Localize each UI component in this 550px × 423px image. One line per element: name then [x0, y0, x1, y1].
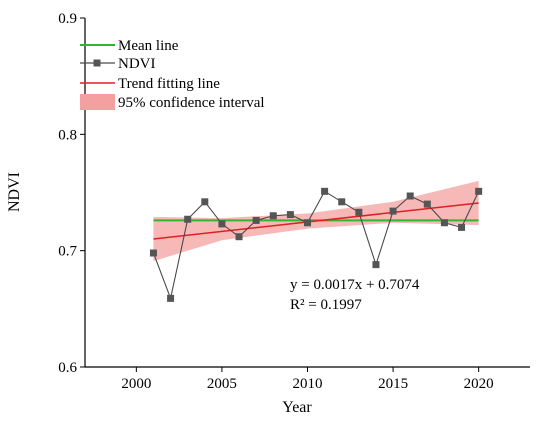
x-tick-label: 2010	[293, 376, 323, 392]
equation-annotation: y = 0.0017x + 0.7074	[290, 277, 420, 293]
trend-layer	[153, 202, 479, 240]
legend-mean-label: Mean line	[118, 38, 179, 54]
y-tick-label: 0.9	[58, 11, 77, 27]
legend: Mean line NDVI Trend fitting line 95% co…	[80, 38, 265, 111]
ndvi-layer	[149, 187, 483, 302]
x-tick-label: 2000	[121, 376, 151, 392]
y-tick-label: 0.6	[58, 360, 77, 376]
y-tick-label: 0.7	[58, 244, 77, 260]
ndvi-point	[321, 187, 329, 195]
legend-ndvi-label: NDVI	[118, 56, 156, 72]
y-tick-label: 0.8	[58, 127, 77, 143]
ndvi-point	[475, 187, 483, 195]
ndvi-point	[458, 223, 466, 231]
ndvi-point	[389, 207, 397, 215]
ndvi-point	[304, 219, 311, 227]
y-axis-title: NDVI	[6, 172, 23, 212]
x-axis-title: Year	[282, 399, 312, 416]
ndvi-point	[218, 220, 226, 228]
legend-ci-label: 95% confidence interval	[118, 95, 265, 111]
ndvi-point	[286, 211, 294, 219]
ndvi-point	[423, 200, 431, 208]
ndvi-point	[440, 219, 448, 227]
x-tick-label: 2015	[378, 376, 408, 392]
ndvi-point	[372, 261, 380, 269]
ndvi-point	[184, 215, 192, 223]
ndvi-point	[201, 198, 209, 206]
ndvi-point	[235, 233, 243, 241]
trend-line	[153, 202, 479, 240]
ndvi-point	[252, 216, 260, 224]
ndvi-point	[269, 212, 277, 220]
ndvi-point	[406, 192, 414, 200]
legend-ci-swatch	[80, 94, 115, 110]
legend-ndvi-marker	[93, 59, 101, 67]
r2-annotation: R² = 0.1997	[290, 297, 362, 313]
ndvi-point	[355, 208, 363, 216]
ndvi-point	[338, 198, 346, 206]
x-ticks: 2000 2005 2010 2015 2020	[121, 367, 494, 392]
y-ticks: 0.6 0.7 0.8 0.9	[58, 11, 85, 376]
x-tick-label: 2020	[464, 376, 494, 392]
ndvi-point	[167, 294, 175, 302]
x-tick-label: 2005	[207, 376, 237, 392]
legend-trend-label: Trend fitting line	[118, 76, 220, 92]
ndvi-point	[149, 249, 157, 257]
